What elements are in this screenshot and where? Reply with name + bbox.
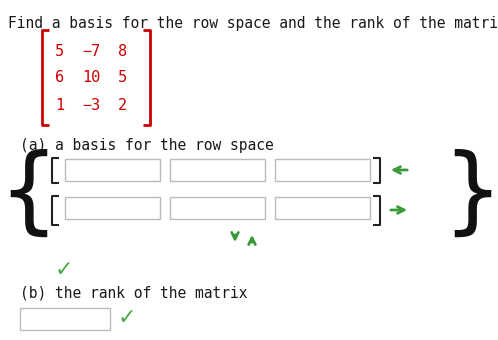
Text: −7: −7 [82, 45, 100, 59]
Text: 5: 5 [55, 45, 64, 59]
Text: Find a basis for the row space and the rank of the matrix.: Find a basis for the row space and the r… [8, 16, 498, 31]
Text: 8: 8 [118, 45, 127, 59]
Text: 6: 6 [55, 70, 64, 85]
Text: ✓: ✓ [118, 308, 136, 328]
Text: (a) a basis for the row space: (a) a basis for the row space [20, 138, 274, 153]
Text: {: { [0, 149, 58, 241]
Text: 10: 10 [82, 70, 100, 85]
Text: 1: 1 [55, 98, 64, 113]
Text: 5: 5 [118, 70, 127, 85]
Text: ✓: ✓ [55, 260, 74, 280]
Text: −3: −3 [82, 98, 100, 113]
Bar [20, 308, 110, 330]
Text: }: } [442, 149, 498, 241]
Bar [65, 159, 160, 181]
Bar [275, 197, 370, 219]
Text: (b) the rank of the matrix: (b) the rank of the matrix [20, 285, 248, 300]
Bar [170, 197, 265, 219]
Bar [65, 197, 160, 219]
Bar [275, 159, 370, 181]
Bar [170, 159, 265, 181]
Text: 2: 2 [118, 98, 127, 113]
